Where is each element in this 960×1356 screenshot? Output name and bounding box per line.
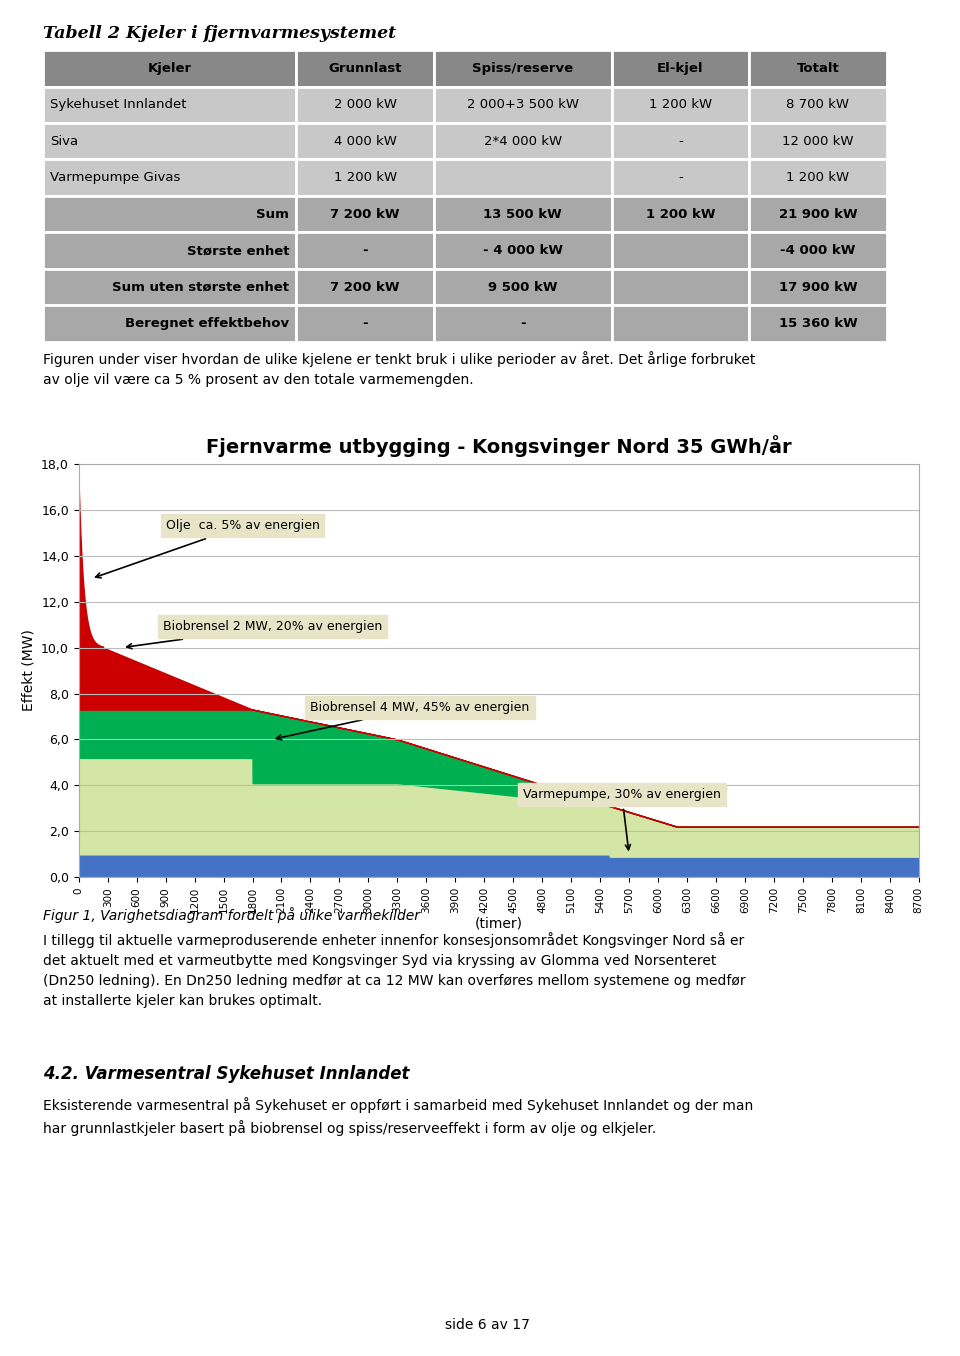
Text: Varmepumpe, 30% av energien: Varmepumpe, 30% av energien [523,788,721,850]
FancyBboxPatch shape [434,195,612,232]
Text: Største enhet: Største enhet [186,244,289,258]
FancyBboxPatch shape [297,50,434,87]
FancyBboxPatch shape [43,87,297,123]
FancyBboxPatch shape [749,50,887,87]
FancyBboxPatch shape [297,87,434,123]
FancyBboxPatch shape [43,232,297,268]
Text: Tabell 2 Kjeler i fjernvarmesystemet: Tabell 2 Kjeler i fjernvarmesystemet [43,26,396,42]
FancyBboxPatch shape [297,123,434,160]
Text: Kjeler: Kjeler [148,62,192,75]
Text: -: - [520,317,525,330]
Text: 15 360 kW: 15 360 kW [779,317,857,330]
Text: 2 000+3 500 kW: 2 000+3 500 kW [467,99,579,111]
FancyBboxPatch shape [434,268,612,305]
FancyBboxPatch shape [43,123,297,160]
Y-axis label: Effekt (MW): Effekt (MW) [21,629,36,712]
FancyBboxPatch shape [612,160,749,195]
FancyBboxPatch shape [297,195,434,232]
Text: 4.2. Varmesentral Sykehuset Innlandet: 4.2. Varmesentral Sykehuset Innlandet [43,1064,410,1083]
Text: 12 000 kW: 12 000 kW [782,134,853,148]
X-axis label: (timer): (timer) [474,917,522,930]
Text: El-kjel: El-kjel [657,62,704,75]
Text: Figuren under viser hvordan de ulike kjelene er tenkt bruk i ulike perioder av å: Figuren under viser hvordan de ulike kje… [43,351,756,388]
FancyBboxPatch shape [43,195,297,232]
Text: Totalt: Totalt [797,62,839,75]
FancyBboxPatch shape [434,50,612,87]
FancyBboxPatch shape [612,123,749,160]
Text: Sum: Sum [256,207,289,221]
FancyBboxPatch shape [43,268,297,305]
Text: -: - [362,317,368,330]
FancyBboxPatch shape [297,160,434,195]
Text: 2 000 kW: 2 000 kW [334,99,396,111]
Text: 8 700 kW: 8 700 kW [786,99,850,111]
Text: 21 900 kW: 21 900 kW [779,207,857,221]
Text: -4 000 kW: -4 000 kW [780,244,855,258]
Text: - 4 000 kW: - 4 000 kW [483,244,563,258]
Text: Biobrensel 2 MW, 20% av energien: Biobrensel 2 MW, 20% av energien [127,621,382,648]
FancyBboxPatch shape [297,268,434,305]
Text: 1 200 kW: 1 200 kW [649,99,712,111]
FancyBboxPatch shape [434,123,612,160]
Text: 1 200 kW: 1 200 kW [645,207,715,221]
FancyBboxPatch shape [612,50,749,87]
Text: 13 500 kW: 13 500 kW [483,207,563,221]
Text: 1 200 kW: 1 200 kW [333,171,396,184]
Text: Grunnlast: Grunnlast [328,62,402,75]
FancyBboxPatch shape [612,87,749,123]
Text: side 6 av 17: side 6 av 17 [444,1318,530,1333]
FancyBboxPatch shape [434,87,612,123]
Text: -: - [678,134,683,148]
Text: 2*4 000 kW: 2*4 000 kW [484,134,562,148]
FancyBboxPatch shape [612,305,749,342]
FancyBboxPatch shape [749,305,887,342]
Text: Sum uten største enhet: Sum uten største enhet [112,281,289,293]
Text: 17 900 kW: 17 900 kW [779,281,857,293]
FancyBboxPatch shape [434,160,612,195]
Text: Beregnet effektbehov: Beregnet effektbehov [125,317,289,330]
FancyBboxPatch shape [749,195,887,232]
Text: 7 200 kW: 7 200 kW [330,207,400,221]
FancyBboxPatch shape [749,87,887,123]
FancyBboxPatch shape [434,232,612,268]
Text: Olje  ca. 5% av energien: Olje ca. 5% av energien [96,519,320,578]
Text: Sykehuset Innlandet: Sykehuset Innlandet [50,99,187,111]
Text: 4 000 kW: 4 000 kW [334,134,396,148]
FancyBboxPatch shape [612,268,749,305]
FancyBboxPatch shape [749,232,887,268]
FancyBboxPatch shape [749,123,887,160]
Text: 7 200 kW: 7 200 kW [330,281,400,293]
Text: Varmepumpe Givas: Varmepumpe Givas [50,171,180,184]
FancyBboxPatch shape [434,305,612,342]
Title: Fjernvarme utbygging - Kongsvinger Nord 35 GWh/år: Fjernvarme utbygging - Kongsvinger Nord … [205,435,792,457]
Text: Siva: Siva [50,134,79,148]
FancyBboxPatch shape [43,160,297,195]
Text: 9 500 kW: 9 500 kW [488,281,558,293]
Text: -: - [678,171,683,184]
Text: Eksisterende varmesentral på Sykehuset er oppført i samarbeid med Sykehuset Innl: Eksisterende varmesentral på Sykehuset e… [43,1097,754,1136]
FancyBboxPatch shape [612,232,749,268]
Text: Biobrensel 4 MW, 45% av energien: Biobrensel 4 MW, 45% av energien [276,701,530,740]
FancyBboxPatch shape [43,50,297,87]
FancyBboxPatch shape [749,160,887,195]
FancyBboxPatch shape [612,195,749,232]
FancyBboxPatch shape [43,305,297,342]
Text: Spiss/reserve: Spiss/reserve [472,62,573,75]
Text: Figur 1, Varighetsdiagram fordelt på ulike varmekilder: Figur 1, Varighetsdiagram fordelt på uli… [43,907,420,923]
FancyBboxPatch shape [297,305,434,342]
Text: I tillegg til aktuelle varmeproduserende enheter innenfor konsesjonsområdet Kong: I tillegg til aktuelle varmeproduserende… [43,932,746,1008]
Text: 1 200 kW: 1 200 kW [786,171,850,184]
FancyBboxPatch shape [297,232,434,268]
FancyBboxPatch shape [749,268,887,305]
Text: -: - [362,244,368,258]
